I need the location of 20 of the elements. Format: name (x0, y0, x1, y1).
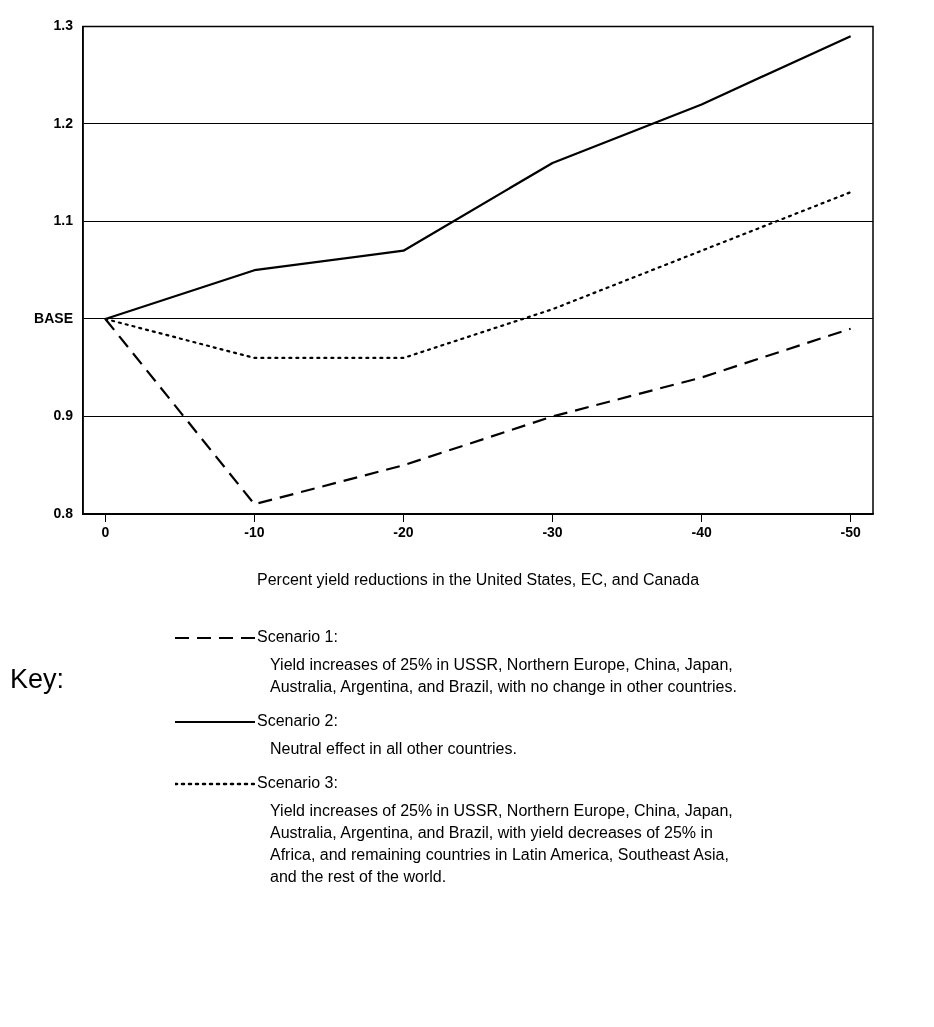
x-tick-label: -30 (542, 524, 563, 541)
legend-label: Scenario 1: (257, 628, 339, 646)
legend-label: Scenario 2: (257, 712, 339, 730)
y-tick-label: BASE (34, 309, 73, 326)
text: Yield increases of 25% in USSR, Northern Europe, China, Japan, Australia, Argentina, and Brazil, with no change in other countries. (269, 655, 738, 697)
x-tick-label: -50 (840, 524, 861, 541)
legend-title: Key: (10, 664, 65, 695)
y-tick-label: 0.8 (53, 504, 74, 521)
x-tick-label: -20 (393, 524, 414, 541)
legend-label: Scenario 3: (257, 774, 339, 792)
y-tick-label: 1.2 (53, 114, 74, 131)
text: Neutral effect in all other countries. (269, 739, 518, 759)
x-tick-label: -10 (244, 524, 265, 541)
y-tick-label: 0.9 (53, 407, 74, 424)
text: Yield increases of 25% in USSR, Northern Europe, China, Japan, Australia, Argentina, and Brazil, with yield decreases of 25% in Africa, and remaining countries in Latin America, Southeast Asia, and the rest of the world. (269, 801, 734, 887)
x-tick-label: 0 (101, 524, 110, 541)
y-tick-label: 1.3 (53, 17, 74, 34)
x-tick-label: -40 (691, 524, 712, 541)
y-tick-label: 1.1 (53, 212, 74, 229)
x-axis-title: Percent yield reductions in the United States, EC, and Canada (256, 570, 700, 588)
